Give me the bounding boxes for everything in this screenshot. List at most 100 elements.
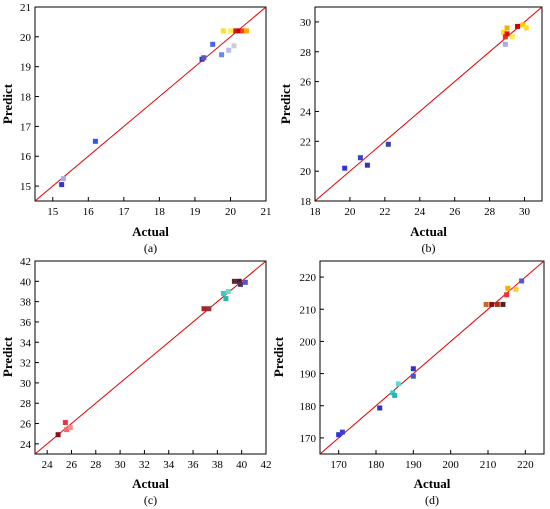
y-tick-label: 190 <box>300 369 317 381</box>
data-point <box>236 278 242 284</box>
y-tick-label: 170 <box>300 433 317 445</box>
x-tick-label: 20 <box>344 206 356 218</box>
x-tick-label: 220 <box>517 459 534 471</box>
data-point <box>505 285 511 291</box>
data-point <box>233 28 239 34</box>
y-axis-label: Predict <box>0 83 15 124</box>
data-point <box>219 52 225 58</box>
x-axis-label: Actual <box>132 476 169 491</box>
data-point <box>206 306 212 312</box>
x-tick-label: 18 <box>154 206 166 218</box>
x-tick-label: 26 <box>66 459 78 471</box>
x-tick-label: 38 <box>212 459 224 471</box>
data-point <box>236 28 242 34</box>
data-point <box>59 182 65 188</box>
x-tick-label: 28 <box>484 206 496 218</box>
x-tick-label: 30 <box>519 206 531 218</box>
x-tick-label: 24 <box>414 206 426 218</box>
x-tick-label: 21 <box>261 206 272 218</box>
data-point <box>483 301 489 307</box>
x-tick-label: 22 <box>379 206 390 218</box>
y-tick-label: 30 <box>20 378 32 390</box>
data-point <box>502 34 508 40</box>
x-tick-label: 15 <box>47 206 59 218</box>
x-tick-label: 32 <box>139 459 150 471</box>
data-point <box>395 381 401 387</box>
y-axis-label: Predict <box>0 336 15 377</box>
x-tick-label: 42 <box>261 459 272 471</box>
y-tick-label: 42 <box>20 256 31 268</box>
data-point <box>64 427 70 433</box>
panel-a: 15 16 17 18 19 20 21 15 16 17 18 19 20 21 Actual Pred… <box>0 2 272 255</box>
data-point <box>92 138 98 144</box>
data-point <box>62 420 68 426</box>
y-tick-label: 21 <box>20 2 31 14</box>
plot-frame <box>319 260 545 455</box>
data-point <box>231 43 237 49</box>
y-tick-label: 26 <box>300 77 312 89</box>
x-tick-label: 26 <box>449 206 461 218</box>
data-point <box>410 373 416 379</box>
x-tick-label: 18 <box>310 206 322 218</box>
y-tick-label: 20 <box>300 166 312 178</box>
x-tick-label: 16 <box>83 206 95 218</box>
data-point <box>515 23 521 29</box>
x-tick-label: 40 <box>236 459 248 471</box>
y-tick-label: 18 <box>300 196 312 208</box>
plot-frame <box>34 260 267 455</box>
x-tick-label: 28 <box>90 459 102 471</box>
data-point <box>242 279 248 285</box>
x-tick-label: 180 <box>368 459 385 471</box>
reference-line <box>34 260 267 455</box>
data-point <box>220 291 226 297</box>
data-point <box>520 22 526 28</box>
y-tick-label: 40 <box>20 276 32 288</box>
x-tick-label: 36 <box>188 459 200 471</box>
data-point <box>67 425 73 431</box>
x-axis-label: Actual <box>414 476 451 491</box>
data-point <box>364 162 370 168</box>
data-point <box>504 292 510 298</box>
plot-frame <box>314 6 543 202</box>
data-point <box>226 47 232 53</box>
data-point <box>227 28 233 34</box>
y-tick-label: 28 <box>20 398 32 410</box>
data-point <box>243 28 249 34</box>
panel-b: 18 20 22 24 26 28 30 18 20 22 24 26 28 30 Actual Pred… <box>278 6 543 255</box>
y-tick-label: 24 <box>300 106 312 118</box>
x-axis-label: Actual <box>410 224 447 239</box>
data-point <box>220 28 226 34</box>
y-tick-label: 220 <box>300 272 317 284</box>
panel-c: 24 26 28 30 32 34 36 38 40 42 24 26 28 30 32 34 36 38 40 42… <box>0 256 272 507</box>
data-point <box>336 432 342 438</box>
y-tick-label: 16 <box>20 151 32 163</box>
y-tick-label: 18 <box>20 92 32 104</box>
x-tick-label: 30 <box>115 459 127 471</box>
panel-caption: (c) <box>144 493 157 507</box>
data-point <box>410 366 416 372</box>
data-point <box>377 405 383 411</box>
data-point <box>504 25 510 31</box>
data-point <box>237 281 243 287</box>
y-tick-label: 17 <box>20 121 32 133</box>
y-tick-label: 20 <box>20 32 32 44</box>
data-point <box>502 41 508 47</box>
y-tick-label: 38 <box>20 297 32 309</box>
x-tick-label: 24 <box>42 459 54 471</box>
y-tick-label: 30 <box>300 17 312 29</box>
panel-caption: (a) <box>144 241 157 255</box>
x-axis-label: Actual <box>132 224 169 239</box>
reference-line <box>34 6 267 202</box>
y-tick-label: 36 <box>20 317 32 329</box>
data-point <box>223 296 229 302</box>
data-point <box>225 288 231 294</box>
data-point <box>210 41 216 47</box>
data-point <box>385 141 391 147</box>
x-tick-label: 170 <box>330 459 347 471</box>
y-axis-label: Predict <box>271 336 286 377</box>
y-tick-label: 24 <box>20 439 32 451</box>
y-tick-label: 34 <box>20 337 32 349</box>
data-point <box>390 390 396 396</box>
panel-d: 170 180 190 200 210 220 170 180 190 200 210 220 Act… <box>271 260 545 507</box>
data-point <box>500 301 506 307</box>
